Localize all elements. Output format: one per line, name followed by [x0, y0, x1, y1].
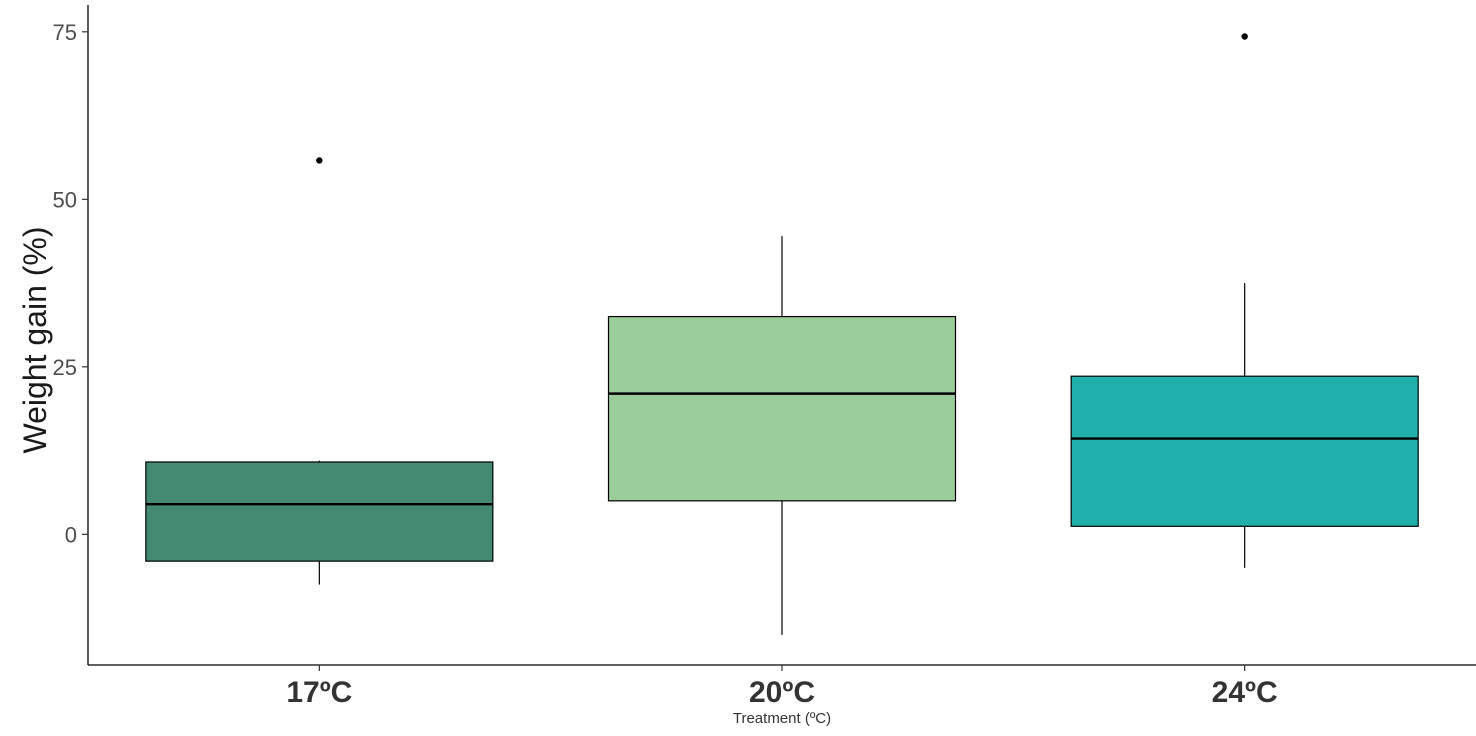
box-group — [1070, 33, 1419, 568]
x-axis-label: Treatment (ºC) — [733, 710, 831, 727]
y-tick-label: 50 — [53, 187, 77, 212]
box-group — [145, 157, 494, 585]
x-ticks: 17ºC 20ºC 24ºC — [286, 665, 1278, 709]
y-axis-label: Weight gain (%) — [17, 226, 53, 453]
y-tick-label: 25 — [53, 355, 77, 380]
x-tick-label: 17ºC — [286, 676, 352, 709]
x-tick-label: 20ºC — [749, 676, 815, 709]
box — [607, 315, 957, 502]
y-ticks: 0 25 50 75 — [53, 20, 88, 547]
x-tick-label: 24ºC — [1212, 676, 1278, 709]
y-tick-label: 75 — [53, 20, 77, 45]
boxes — [145, 33, 1419, 635]
box — [145, 461, 494, 562]
box-group — [607, 236, 957, 635]
y-tick-label: 0 — [65, 522, 77, 547]
outlier-point — [316, 157, 323, 164]
box — [1070, 375, 1419, 527]
outlier-point — [1241, 33, 1248, 40]
